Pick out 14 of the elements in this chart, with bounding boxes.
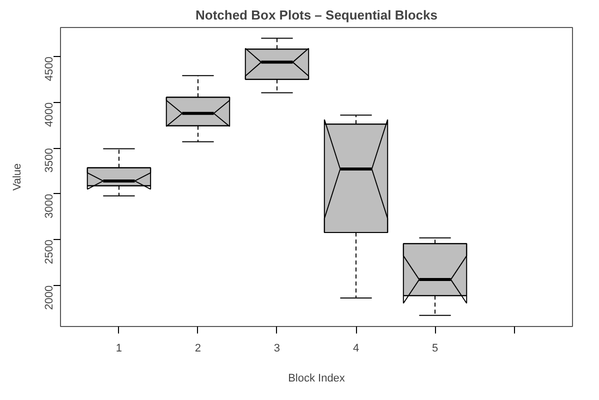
x-tick-label: 1 (116, 342, 122, 354)
y-tick-label: 4500 (44, 56, 56, 82)
chart-title: Notched Box Plots – Sequential Blocks (196, 8, 438, 22)
x-tick-label: 2 (194, 342, 202, 354)
x-tick-label: 4 (352, 342, 360, 354)
y-tick-label: 3000 (44, 194, 56, 218)
y-tick-label: 2000 (44, 285, 56, 310)
y-tick-label: 2500 (44, 240, 56, 264)
x-axis-title: Block Index (288, 372, 346, 384)
y-tick-label: 4000 (44, 102, 56, 127)
x-tick-label: 3 (274, 342, 280, 354)
y-tick-label: 3500 (44, 148, 56, 173)
x-tick-label: 5 (432, 342, 438, 354)
y-axis-title: Value (12, 163, 24, 191)
